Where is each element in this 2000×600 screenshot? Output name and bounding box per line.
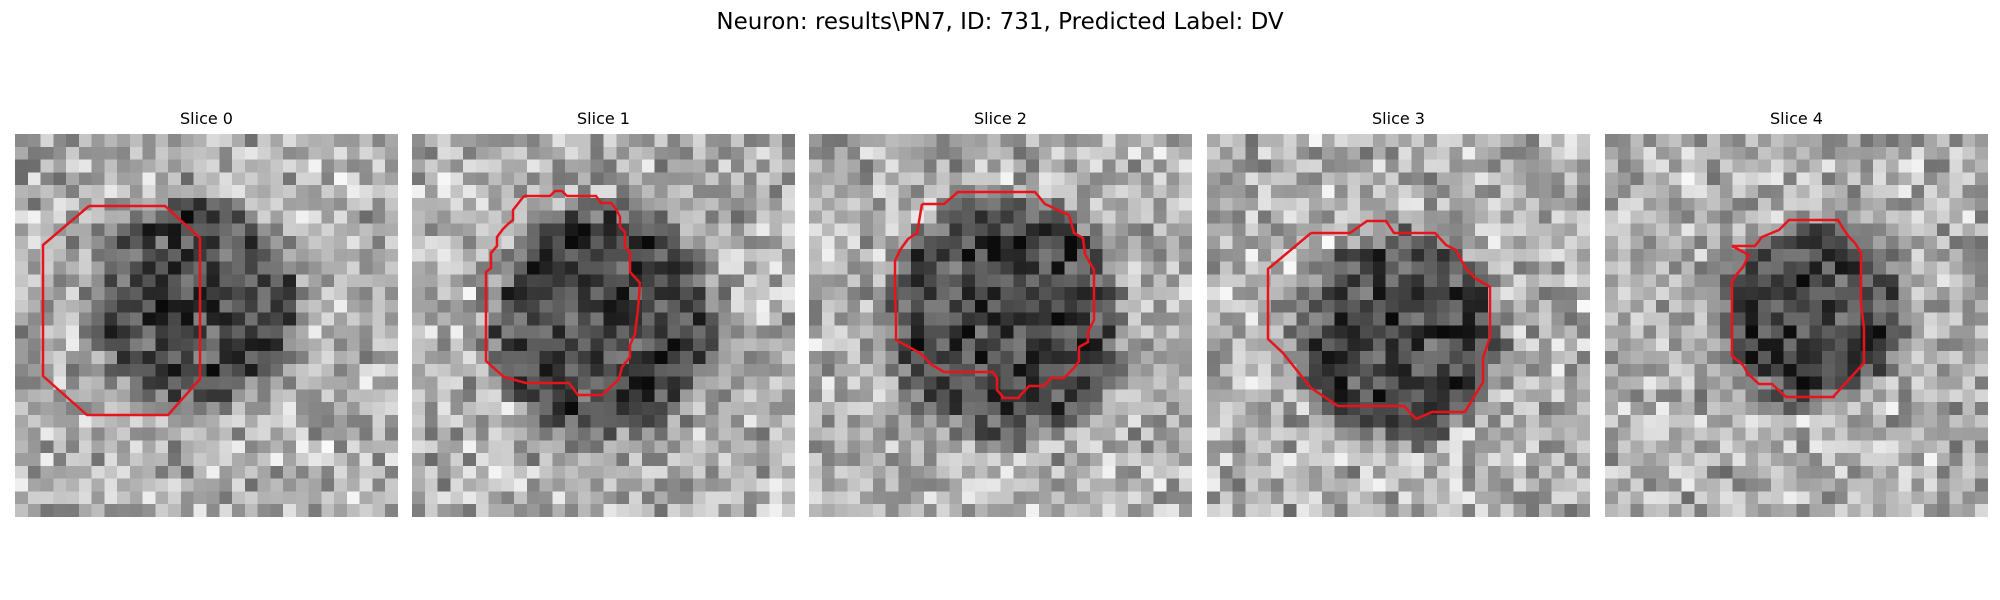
slice-image-4 <box>1605 134 1988 517</box>
slice-panel-3: Slice 3 <box>1207 108 1590 518</box>
slice-image-0 <box>15 134 398 517</box>
slice-title-2: Slice 2 <box>974 109 1027 128</box>
slice-title-4: Slice 4 <box>1770 109 1823 128</box>
slice-title-0: Slice 0 <box>180 109 233 128</box>
slice-title-1: Slice 1 <box>577 109 630 128</box>
slice-image-3 <box>1207 134 1590 517</box>
figure-suptitle: Neuron: results\PN7, ID: 731, Predicted … <box>716 9 1284 35</box>
slice-title-3: Slice 3 <box>1372 109 1425 128</box>
slice-panel-0: Slice 0 <box>15 108 398 518</box>
slice-image-2 <box>809 134 1192 517</box>
slice-image-1 <box>412 134 795 517</box>
slice-panel-4: Slice 4 <box>1605 108 1988 518</box>
slice-panel-2: Slice 2 <box>809 108 1192 518</box>
slice-panel-1: Slice 1 <box>412 108 795 518</box>
